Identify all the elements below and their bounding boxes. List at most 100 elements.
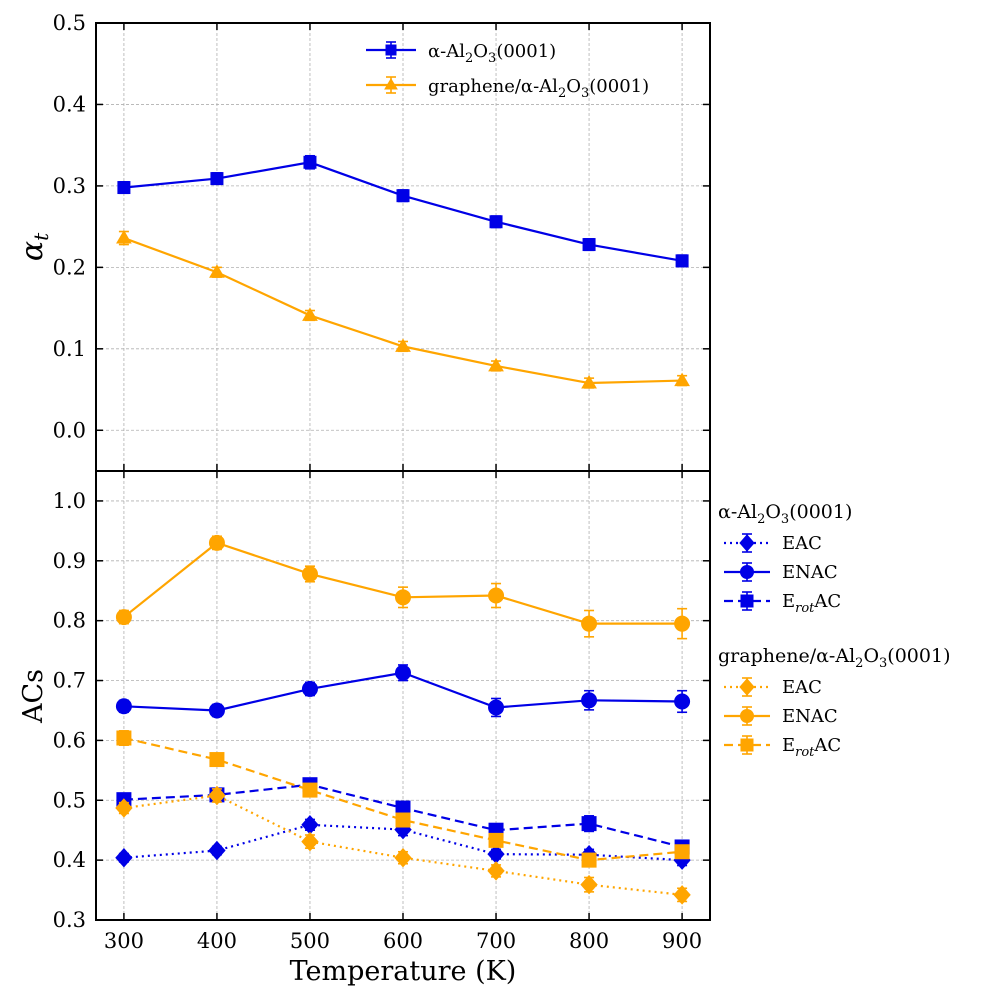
- y-tick-label: 0.6: [53, 728, 86, 752]
- bottom-x-ticks: 300 400 500 600 700 800 900: [104, 929, 702, 953]
- legend-entry: ENAC: [724, 562, 838, 583]
- top-y-axis-label: αt: [15, 232, 53, 261]
- legend-marker: [739, 678, 755, 696]
- data-point: [394, 847, 412, 868]
- data-point: [488, 699, 505, 716]
- data-point: [674, 693, 691, 710]
- y-tick-label: 0.3: [53, 908, 86, 932]
- y-tick-label: 1.0: [53, 489, 86, 513]
- data-point: [116, 230, 132, 244]
- y-tick-label: 0.4: [53, 92, 86, 116]
- x-tick-label: 800: [569, 929, 609, 953]
- x-tick-label: 600: [383, 929, 423, 953]
- data-point: [301, 680, 318, 697]
- data-point: [115, 698, 132, 715]
- legend-group-0: α-Al2O3(0001) EAC ENAC ErotAC: [718, 501, 852, 616]
- legend-label: EAC: [782, 677, 822, 698]
- x-tick-label: 500: [290, 929, 330, 953]
- data-point: [301, 565, 318, 582]
- legend-marker: [740, 738, 754, 752]
- bottom-legend: α-Al2O3(0001) EAC ENAC ErotAC graphene/α-Al2…: [718, 501, 950, 760]
- data-point: [115, 847, 133, 868]
- data-point: [581, 692, 598, 709]
- data-point: [673, 885, 691, 905]
- series-1: [116, 230, 690, 389]
- series-line: [123, 161, 683, 262]
- y-tick-label: 0.5: [53, 788, 86, 812]
- data-point: [395, 664, 411, 681]
- legend-entry: graphene/α-Al2O3(0001): [366, 76, 649, 101]
- series-0: [117, 154, 689, 268]
- legend-label: α-Al2O3(0001): [428, 41, 556, 66]
- data-point: [581, 816, 597, 832]
- series-4: [115, 534, 691, 640]
- legend-label: ErotAC: [782, 591, 841, 616]
- y-tick-label: 0.0: [53, 418, 86, 442]
- data-point: [302, 307, 318, 321]
- bottom-y-axis-label: ACs: [18, 669, 49, 724]
- data-point: [115, 798, 133, 818]
- data-point: [675, 254, 689, 268]
- data-point: [580, 874, 598, 895]
- data-point: [115, 609, 132, 626]
- data-point: [395, 812, 411, 828]
- data-point: [581, 375, 597, 389]
- y-tick-label: 0.8: [53, 609, 86, 633]
- data-point: [303, 155, 317, 169]
- data-point: [674, 615, 691, 632]
- y-tick-label: 0.4: [53, 848, 86, 872]
- legend-entry: α-Al2O3(0001): [366, 41, 556, 66]
- data-point: [489, 215, 503, 229]
- data-point: [208, 702, 225, 719]
- data-point: [395, 589, 411, 606]
- x-tick-label: 700: [476, 929, 516, 953]
- data-point: [396, 189, 410, 203]
- y-tick-label: 0.1: [53, 337, 86, 361]
- legend-marker: [740, 594, 754, 608]
- data-point: [581, 852, 597, 868]
- y-tick-label: 0.2: [53, 255, 86, 279]
- data-point: [302, 782, 318, 798]
- data-point: [301, 831, 319, 852]
- series-3: [115, 785, 691, 905]
- legend-marker: [740, 565, 754, 579]
- data-point: [210, 172, 224, 186]
- legend-label: ENAC: [782, 706, 838, 727]
- data-point: [581, 615, 598, 632]
- data-point: [209, 264, 225, 278]
- legend-marker: [739, 534, 755, 552]
- series-5: [116, 730, 690, 868]
- x-tick-label: 400: [197, 929, 237, 953]
- data-point: [116, 730, 132, 746]
- data-point: [488, 587, 505, 604]
- data-point: [395, 338, 411, 352]
- data-point: [208, 840, 226, 861]
- data-point: [488, 832, 504, 848]
- data-point: [209, 752, 225, 768]
- legend-label: ErotAC: [782, 735, 841, 760]
- legend-entry: ErotAC: [724, 591, 841, 616]
- y-tick-label: 0.9: [53, 549, 86, 573]
- data-point: [582, 238, 596, 252]
- top-plot-area: [116, 154, 690, 389]
- data-point: [117, 181, 131, 195]
- top-panel: 0.0 0.1 0.2 0.3 0.4 0.5 αt α-Al2O3(0001) graph…: [15, 11, 711, 472]
- x-axis-label: Temperature (K): [290, 956, 517, 987]
- y-tick-label: 0.7: [53, 669, 86, 693]
- y-tick-label: 0.3: [53, 174, 86, 198]
- legend-entry: EAC: [724, 533, 822, 554]
- legend-title: α-Al2O3(0001): [718, 501, 852, 527]
- legend-marker: [384, 78, 398, 90]
- x-tick-label: 300: [104, 929, 144, 953]
- legend-label: graphene/α-Al2O3(0001): [428, 76, 649, 101]
- legend-label: ENAC: [782, 562, 838, 583]
- legend-entry: ENAC: [724, 706, 838, 727]
- legend-marker: [740, 709, 754, 723]
- legend-title: graphene/α-Al2O3(0001): [718, 645, 950, 671]
- data-point: [301, 815, 319, 835]
- data-point: [674, 372, 690, 387]
- legend-entry: ErotAC: [724, 735, 841, 760]
- bottom-y-ticks: 0.3 0.4 0.5 0.6 0.7 0.8 0.9 1.0: [53, 471, 710, 932]
- data-point: [488, 357, 504, 372]
